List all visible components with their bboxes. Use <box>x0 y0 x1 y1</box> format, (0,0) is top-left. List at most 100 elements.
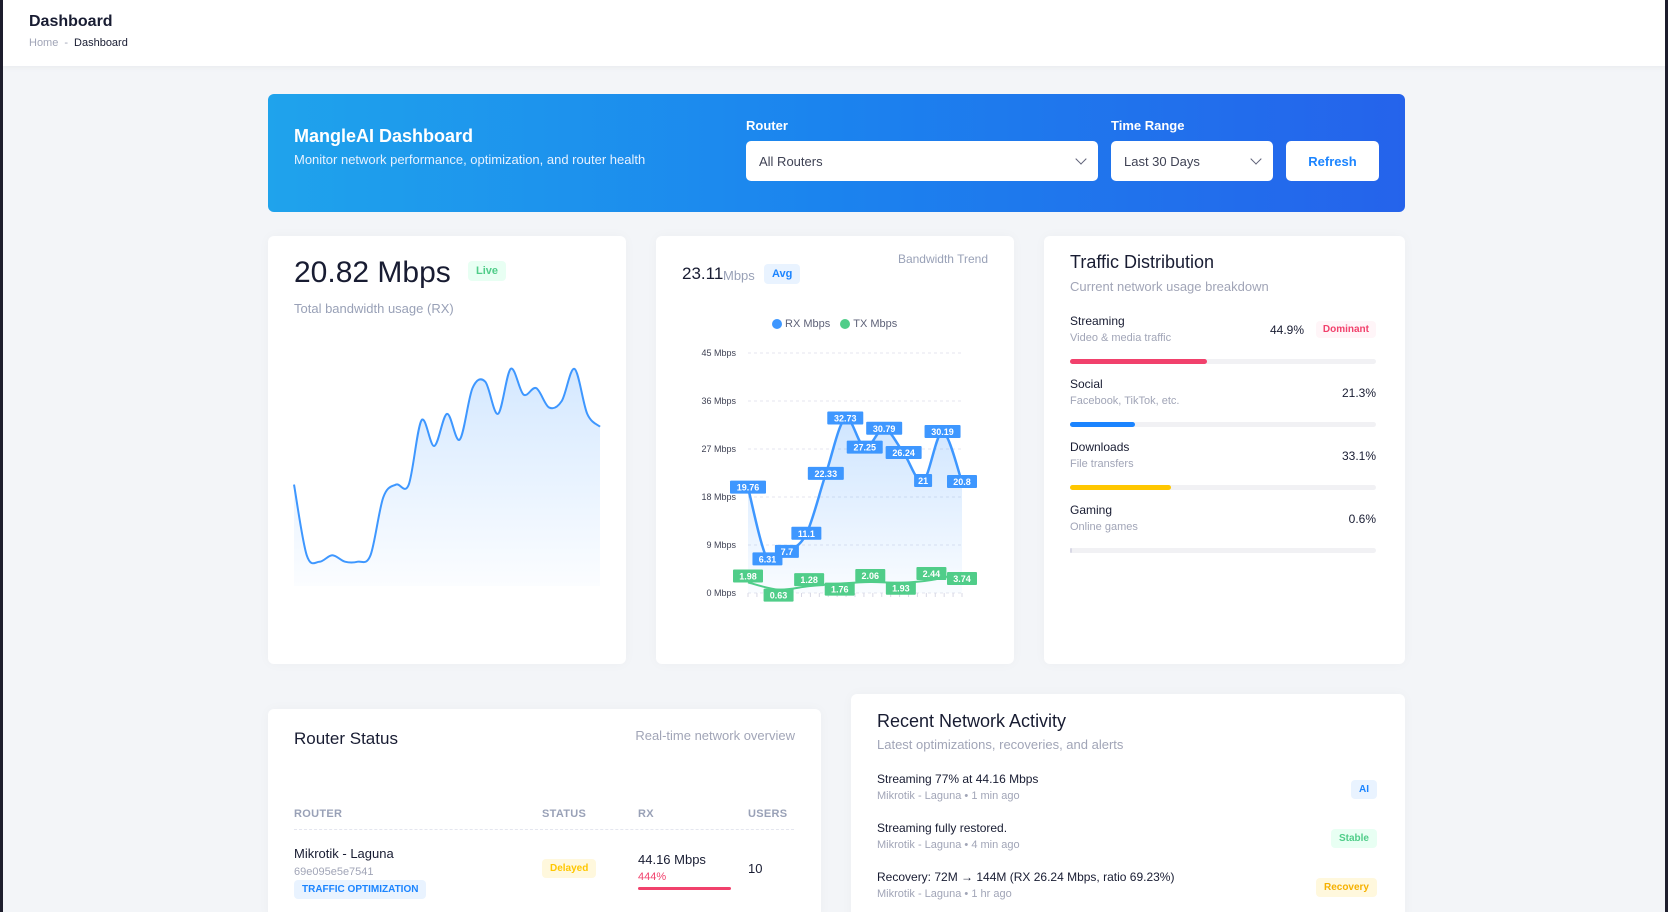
traffic-item-name: Downloads <box>1070 440 1130 454</box>
rx-data-label-bg <box>791 526 822 540</box>
avg-unit: Mbps <box>723 268 755 283</box>
activity-item[interactable]: Recovery: 72M → 144M (RX 26.24 Mbps, rat… <box>877 870 1377 912</box>
column-header-status[interactable]: STATUS <box>542 808 587 820</box>
y-tick-label: 9 Mbps <box>706 540 736 550</box>
time-range-select[interactable]: Last 30 Days <box>1111 141 1273 181</box>
tx-data-label-bg <box>794 573 825 587</box>
traffic-distribution-card: Traffic Distribution Current network usa… <box>1044 236 1405 664</box>
router-status-subtitle: Real-time network overview <box>635 728 795 743</box>
legend-tx[interactable]: TX Mbps <box>840 318 897 330</box>
traffic-item-name: Gaming <box>1070 503 1113 517</box>
y-tick-label: 0 Mbps <box>706 588 736 598</box>
rx-data-label-bg <box>846 440 883 454</box>
hero-subtitle: Monitor network performance, optimizatio… <box>294 152 646 167</box>
traffic-item-desc: Online games <box>1070 521 1138 533</box>
traffic-item-social: Social Facebook, TikTok, etc. 21.3% <box>1070 377 1376 433</box>
trend-legend: RX Mbps TX Mbps <box>772 318 897 330</box>
column-header-rx[interactable]: RX <box>638 808 654 820</box>
activity-text: Streaming 77% at 44.16 Mbps <box>877 772 1039 786</box>
table-row[interactable]: Mikrotik - Laguna 69e095e5e7541 TRAFFIC … <box>268 839 821 909</box>
traffic-item-pct: 21.3% <box>1341 386 1376 400</box>
trend-label: Bandwidth Trend <box>897 252 988 266</box>
router-select[interactable]: All Routers <box>746 141 1098 181</box>
users-count: 10 <box>748 861 763 876</box>
hero-banner: MangleAI Dashboard Monitor network perfo… <box>268 94 1405 212</box>
status-badge: Delayed <box>542 859 597 878</box>
sparkline-line <box>293 367 601 565</box>
breadcrumb-separator: - <box>64 37 69 49</box>
window-edge-left <box>0 0 3 912</box>
hero-title: MangleAI Dashboard <box>294 126 474 146</box>
rx-data-label-bg <box>866 421 903 435</box>
top-bar: Dashboard Home - Dashboard <box>3 0 1665 66</box>
rx-data-label: 19.76 <box>737 483 760 493</box>
column-header-users[interactable]: USERS <box>748 808 788 820</box>
rx-data-label: 27.25 <box>853 443 876 453</box>
tx-data-label: 3.74 <box>953 574 971 584</box>
traffic-progress-bar <box>1070 359 1376 364</box>
traffic-progress-bar <box>1070 485 1376 490</box>
y-tick-label: 45 Mbps <box>701 348 736 358</box>
router-name[interactable]: Mikrotik - Laguna <box>294 846 394 861</box>
rx-data-label: 32.73 <box>834 413 857 423</box>
traffic-item-gaming: Gaming Online games 0.6% <box>1070 503 1376 559</box>
rx-data-label: 26.24 <box>892 448 915 458</box>
traffic-item-desc: File transfers <box>1070 458 1134 470</box>
traffic-title: Traffic Distribution <box>1070 252 1215 272</box>
tx-data-label: 2.06 <box>862 571 880 581</box>
router-select-value: All Routers <box>759 153 823 169</box>
recovery-tag: Recovery <box>1315 878 1377 897</box>
tx-data-label-bg <box>855 569 886 583</box>
rx-data-label-bg <box>924 424 961 438</box>
recent-activity-card: Recent Network Activity Latest optimizat… <box>851 694 1405 912</box>
dominant-badge: Dominant <box>1315 321 1376 338</box>
traffic-subtitle: Current network usage breakdown <box>1070 279 1269 294</box>
rx-data-label-bg <box>885 446 922 460</box>
chevron-down-icon <box>1075 153 1087 165</box>
traffic-item-pct: 0.6% <box>1348 512 1376 526</box>
router-status-card: Router Status Real-time network overview… <box>268 709 821 912</box>
tx-data-label: 1.28 <box>800 575 818 585</box>
router-status-title: Router Status <box>294 729 398 748</box>
y-tick-label: 18 Mbps <box>701 492 736 502</box>
activity-item[interactable]: Streaming fully restored. Mikrotik - Lag… <box>877 821 1377 865</box>
activity-item[interactable]: Streaming 77% at 44.16 Mbps Mikrotik - L… <box>877 772 1377 816</box>
activity-subtitle: Latest optimizations, recoveries, and al… <box>877 737 1124 752</box>
rx-data-label: 21 <box>918 476 928 486</box>
rx-percent: 444% <box>638 871 667 883</box>
legend-rx[interactable]: RX Mbps <box>772 318 830 330</box>
time-range-label: Time Range <box>1111 118 1185 133</box>
bandwidth-value: 20.82 Mbps <box>294 256 451 289</box>
rx-value: 44.16 Mbps <box>638 852 706 867</box>
breadcrumb-home-link[interactable]: Home <box>29 37 59 49</box>
sparkline-area <box>294 368 600 586</box>
activity-meta: Mikrotik - Laguna • 1 hr ago <box>877 888 1012 900</box>
rx-data-label-bg <box>807 466 844 480</box>
tx-data-label: 1.93 <box>892 584 910 594</box>
ai-tag: AI <box>1351 780 1377 799</box>
bandwidth-card: 20.82 Mbps Live Total bandwidth usage (R… <box>268 236 626 664</box>
router-id: 69e095e5e7541 <box>294 866 374 878</box>
tx-data-label: 1.98 <box>739 571 757 581</box>
traffic-progress-fill <box>1070 359 1208 364</box>
window-edge-right <box>1665 0 1668 912</box>
traffic-progress-fill <box>1070 548 1072 553</box>
router-label: Router <box>746 118 788 133</box>
column-header-router[interactable]: ROUTER <box>294 808 343 820</box>
bandwidth-caption: Total bandwidth usage (RX) <box>294 301 454 316</box>
tx-data-label: 1.76 <box>831 585 849 595</box>
table-divider <box>294 829 794 830</box>
traffic-optimization-tag: TRAFFIC OPTIMIZATION <box>294 880 427 899</box>
rx-data-label: 22.33 <box>815 469 838 479</box>
tx-data-label-bg <box>885 581 916 595</box>
time-range-select-value: Last 30 Days <box>1124 153 1200 169</box>
rx-data-label-bg <box>947 474 977 488</box>
breadcrumb: Home - Dashboard <box>29 37 128 49</box>
traffic-progress-fill <box>1070 422 1136 427</box>
y-tick-label: 36 Mbps <box>701 396 736 406</box>
refresh-button[interactable]: Refresh <box>1286 141 1379 181</box>
rx-data-label-bg <box>827 411 864 425</box>
tx-data-label-bg <box>763 588 794 602</box>
bandwidth-sparkline-chart <box>293 367 601 586</box>
avg-value: 23.11 <box>682 264 724 283</box>
